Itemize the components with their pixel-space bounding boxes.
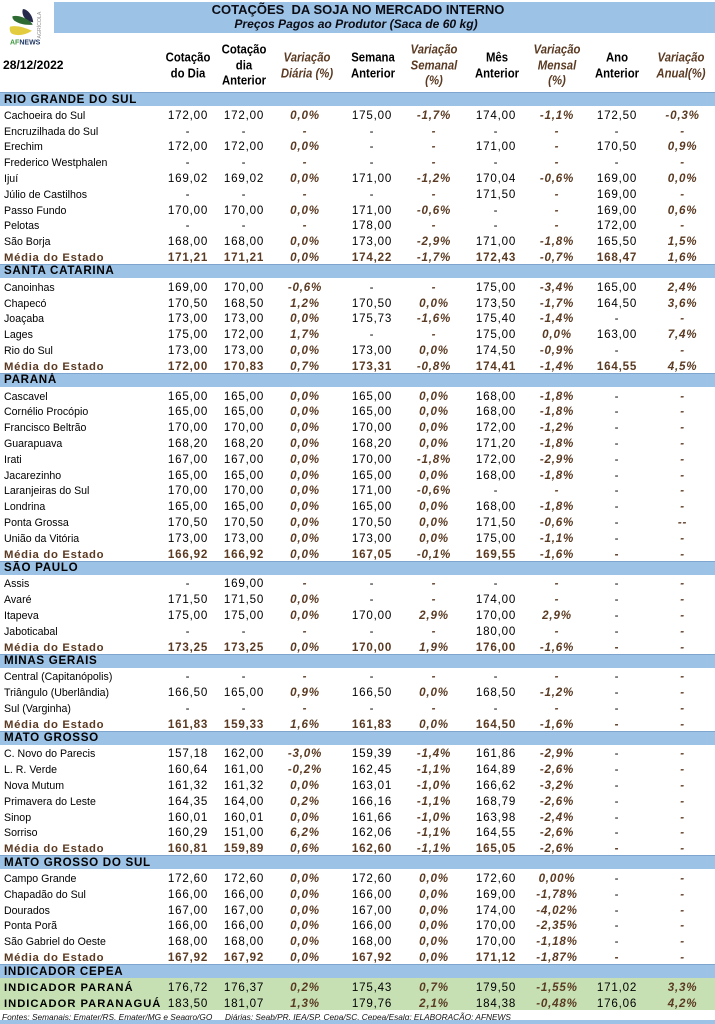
svg-text:AFNEWS: AFNEWS (10, 40, 41, 47)
svg-text:AGRÍCOLA: AGRÍCOLA (36, 11, 43, 38)
